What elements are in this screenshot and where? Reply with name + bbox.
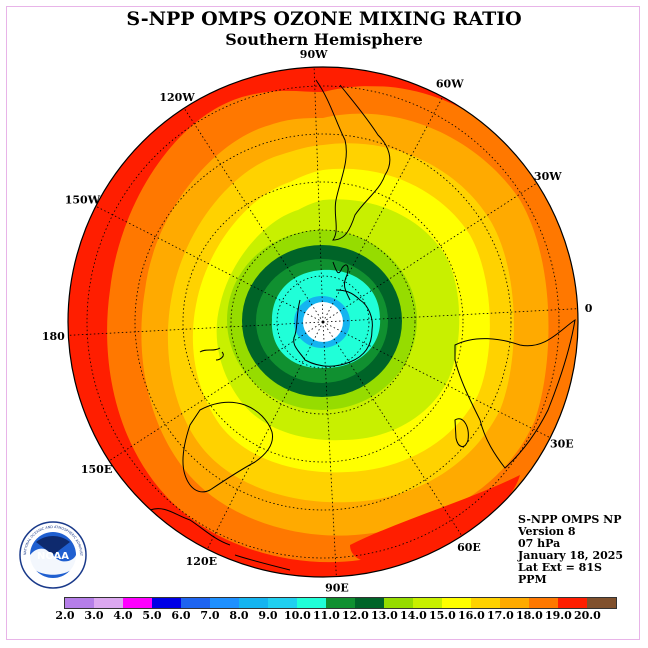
longitude-label: 0	[585, 302, 593, 315]
colorbar-swatch	[558, 598, 587, 608]
colorbar-swatch	[123, 598, 152, 608]
colorbar-swatch	[529, 598, 558, 608]
colorbar-tick-label: 2.0	[55, 609, 75, 622]
longitude-label: 30W	[534, 170, 562, 183]
antarctic-peninsula	[332, 261, 351, 301]
longitude-label: 90E	[325, 582, 349, 595]
colorbar-swatch	[413, 598, 442, 608]
longitude-labels: 90W 60W 30W 0 30E 60E 90E 120E 150E 180 150W 120W	[42, 48, 593, 594]
colorbar-swatch	[326, 598, 355, 608]
coastlines	[149, 79, 576, 571]
madagascar	[454, 418, 469, 447]
map-boundary	[67, 66, 579, 578]
south-america-coast	[315, 79, 391, 241]
antarctica-coast	[293, 289, 373, 367]
australia-coast	[182, 401, 274, 493]
longitude-label: 30E	[550, 438, 574, 451]
colorbar-tick-label: 3.0	[84, 609, 104, 622]
africa-coast	[454, 318, 576, 469]
instrument-label: S-NPP OMPS NP	[518, 513, 622, 526]
noaa-logo: NOAA NATIONAL OCEANIC AND ATMOSPHERIC AD…	[16, 517, 88, 594]
longitude-label: 90W	[300, 48, 328, 61]
colorbar-swatch	[384, 598, 413, 608]
meridian-lines	[68, 67, 578, 577]
longitude-label: 150E	[81, 463, 112, 476]
colorbar-swatch	[297, 598, 326, 608]
map-subtitle: Southern Hemisphere	[225, 30, 423, 49]
high-patch-bottom	[350, 475, 520, 564]
colorbar-swatch	[471, 598, 500, 608]
graticule	[86, 85, 560, 559]
colorbar-tick-label: 6.0	[171, 609, 191, 622]
new-zealand	[199, 347, 224, 361]
colorbar	[64, 597, 617, 609]
longitude-label: 180	[42, 330, 65, 343]
colorbar-tick-label: 8.0	[229, 609, 249, 622]
colorbar-swatch	[65, 598, 94, 608]
noaa-logo-text: NOAA	[37, 551, 69, 562]
colorbar-swatch	[500, 598, 529, 608]
colorbar-swatch	[268, 598, 297, 608]
colorbar-tick-label: 20.0	[574, 609, 601, 622]
version-label: Version 8	[518, 525, 576, 538]
colorbar-ticks: 2.0 3.0 4.0 5.0 6.0 7.0 8.0 9.0 10.0 11.0 12.0 13.0…	[52, 609, 612, 623]
south-pole-marker	[321, 320, 325, 324]
colorbar-swatch	[442, 598, 471, 608]
longitude-label: 120E	[186, 555, 217, 568]
colorbar-tick-label: 16.0	[458, 609, 485, 622]
colorbar-tick-label: 4.0	[113, 609, 133, 622]
colorbar-tick-label: 9.0	[258, 609, 278, 622]
date-label: January 18, 2025	[518, 549, 624, 562]
colorbar-swatch	[355, 598, 384, 608]
longitude-label: 150W	[65, 193, 101, 206]
info-block: S-NPP OMPS NP Version 8 07 hPa January 1…	[518, 514, 623, 586]
colorbar-tick-label: 19.0	[545, 609, 572, 622]
colorbar-tick-label: 18.0	[516, 609, 543, 622]
colorbar-swatch	[239, 598, 268, 608]
colorbar-tick-label: 5.0	[142, 609, 162, 622]
colorbar-tick-label: 13.0	[371, 609, 398, 622]
colorbar-swatch	[210, 598, 239, 608]
longitude-label: 120W	[159, 91, 195, 104]
colorbar-tick-label: 10.0	[284, 609, 311, 622]
figure-frame	[6, 6, 640, 640]
colorbar-tick-label: 12.0	[342, 609, 369, 622]
colorbar-tick-label: 14.0	[400, 609, 427, 622]
map-title: S-NPP OMPS OZONE MIXING RATIO	[126, 8, 522, 30]
maritime-continent	[149, 508, 291, 571]
colorbar-tick-label: 17.0	[487, 609, 514, 622]
colorbar-tick-label: 11.0	[313, 609, 340, 622]
colorbar-swatch	[587, 598, 616, 608]
colorbar-tick-label: 7.0	[200, 609, 220, 622]
colorbar-swatch	[94, 598, 123, 608]
colorbar-swatch	[181, 598, 210, 608]
lat-ext-label: Lat Ext = 81S	[518, 561, 602, 574]
colorbar-tick-label: 15.0	[429, 609, 456, 622]
longitude-label: 60E	[457, 541, 481, 554]
level-label: 07 hPa	[518, 537, 561, 550]
colorbar-swatch	[152, 598, 181, 608]
longitude-label: 60W	[436, 78, 464, 91]
units-label: PPM	[518, 573, 547, 586]
